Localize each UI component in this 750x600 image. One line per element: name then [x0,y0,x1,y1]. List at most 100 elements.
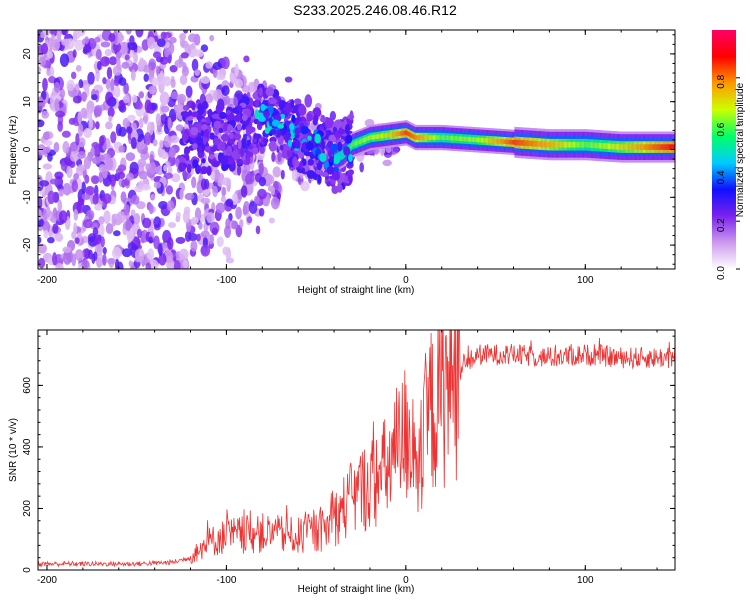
noise-blob [209,34,215,42]
signal-segment [648,144,650,150]
signal-segment [613,143,616,150]
signal-segment [448,135,450,141]
signal-segment [503,139,506,144]
signal-segment [394,132,396,137]
signal-segment [475,137,478,143]
signal-spot [343,146,351,156]
noise-blob [143,110,149,125]
signal-segment [568,141,570,148]
signal-segment [527,140,530,147]
snr-series [38,330,675,568]
signal-segment [614,143,617,150]
signal-segment [354,141,357,146]
noise-blob [45,206,51,218]
signal-segment [560,141,562,148]
signal-segment [465,136,468,142]
noise-blob [81,259,90,269]
signal-segment [545,141,548,148]
noise-blob [125,218,132,232]
signal-segment [570,141,573,148]
signal-segment [360,139,362,144]
noise-blob [219,155,229,165]
signal-segment [575,141,578,148]
noise-blob [228,112,235,121]
signal-segment [426,135,429,140]
noise-blob [91,141,100,149]
signal-spot [276,129,281,138]
signal-segment [433,135,436,140]
noise-blob [234,133,242,141]
signal-segment [401,131,403,136]
noise-blob [93,236,102,245]
noise-blob [41,110,50,119]
noise-blob [306,113,313,122]
spectrogram-scatter [38,30,401,269]
colorbar-ticks: 0.0 0.2 0.4 0.6 0.8 [716,74,740,280]
noise-blob [49,178,59,185]
noise-blob [118,145,126,153]
signal-segment [380,133,383,139]
signal-segment [602,143,604,149]
signal-spot [333,166,340,172]
signal-segment [618,144,621,150]
noise-blob [158,200,169,210]
signal-segment [662,144,665,150]
signal-segment [570,141,572,148]
signal-segment [558,141,560,148]
signal-segment [483,138,486,143]
noise-blob [54,171,64,180]
signal-segment [495,138,498,144]
x-tick-label: 100 [577,275,594,286]
noise-blob [200,244,211,257]
noise-blob [239,219,244,228]
signal-segment [632,144,635,150]
noise-blob [38,257,46,269]
noise-blob [208,153,215,160]
noise-blob [136,201,146,210]
noise-blob [317,175,322,184]
signal-segment [390,132,393,138]
noise-blob [220,141,226,152]
signal-segment [509,139,512,145]
noise-blob [62,141,70,154]
signal-spot [280,113,286,119]
signal-segment [659,144,662,150]
signal-segment [485,138,488,143]
signal-segment [585,141,587,148]
signal-segment [511,139,514,145]
noise-blob [231,193,238,206]
noise-blob [93,251,98,261]
noise-blob [349,110,354,121]
signal-segment [636,144,639,150]
signal-segment [412,133,414,139]
noise-blob [80,107,88,119]
signal-segment [466,136,469,142]
noise-blob [144,99,152,114]
noise-blob [118,126,127,137]
noise-blob [126,228,135,242]
noise-blob [331,172,341,181]
y-tick-label: 0 [22,146,33,152]
signal-segment [637,144,639,150]
noise-blob [347,169,355,176]
signal-segment [517,139,520,146]
noise-blob [47,236,55,244]
signal-segment [657,144,660,150]
signal-segment [544,141,546,148]
noise-blob [200,178,207,191]
noise-blob [108,56,118,66]
noise-blob [214,128,220,136]
noise-blob [233,96,238,107]
noise-blob [94,203,103,211]
noise-blob [229,132,234,140]
noise-blob [237,105,243,112]
signal-segment [597,142,600,149]
noise-blob [262,137,269,144]
signal-segment [403,130,405,136]
noise-blob [359,162,364,173]
signal-segment [477,137,480,143]
signal-segment [465,136,467,142]
signal-segment [385,133,387,138]
signal-segment [634,144,637,150]
